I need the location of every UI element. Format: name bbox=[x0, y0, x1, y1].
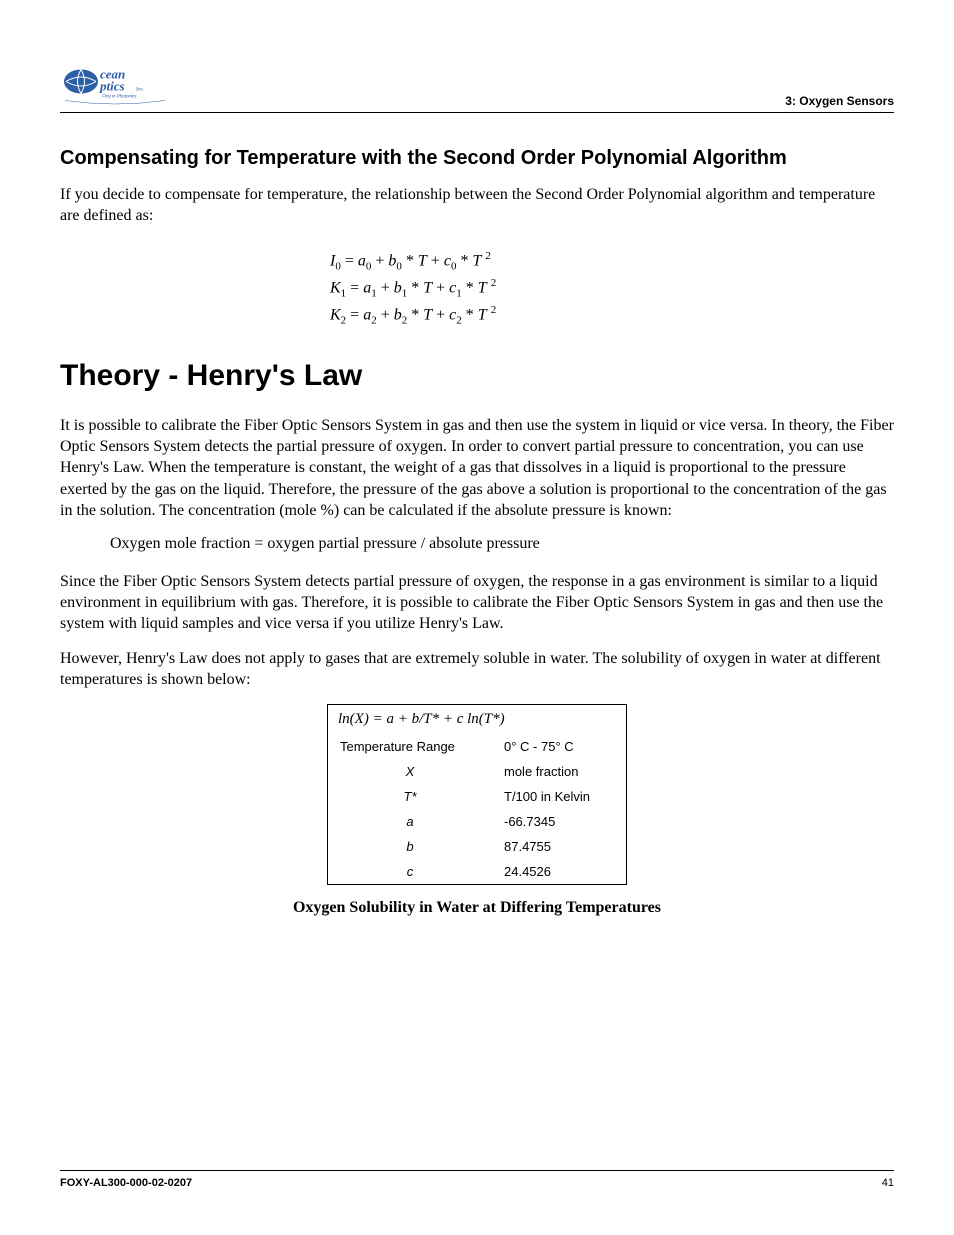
table-row: a -66.7345 bbox=[328, 809, 627, 834]
eq3-lhs-sub: 2 bbox=[341, 315, 347, 327]
table-row: b 87.4755 bbox=[328, 834, 627, 859]
table-value-cell: 24.4526 bbox=[492, 859, 627, 885]
table-label-cell: Temperature Range bbox=[328, 734, 493, 759]
eq3-b-sub: 2 bbox=[402, 315, 408, 327]
henrys-law-paragraph-1: It is possible to calibrate the Fiber Op… bbox=[60, 415, 894, 521]
table-caption: Oxygen Solubility in Water at Differing … bbox=[60, 899, 894, 917]
equation-line-3: K2 = a2 + b2 * T + c2 * T 2 bbox=[330, 302, 894, 329]
section1-intro-paragraph: If you decide to compensate for temperat… bbox=[60, 184, 894, 226]
eq1-b-sub: 0 bbox=[396, 261, 402, 273]
oxygen-solubility-table: ln(X) = a + b/T* + c ln(T*) Temperature … bbox=[327, 704, 627, 885]
table-value-cell: mole fraction bbox=[492, 759, 627, 784]
eq3-a-sub: 2 bbox=[371, 315, 377, 327]
eq1-lhs-sub: 0 bbox=[335, 261, 341, 273]
equation-line-2: K1 = a1 + b1 * T + c1 * T 2 bbox=[330, 275, 894, 302]
table-label-cell: X bbox=[328, 759, 493, 784]
henrys-law-paragraph-3: However, Henry's Law does not apply to g… bbox=[60, 648, 894, 690]
equation-line-1: I0 = a0 + b0 * T + c0 * T 2 bbox=[330, 248, 894, 275]
eq2-b-sub: 1 bbox=[402, 288, 408, 300]
header-section-label: 3: Oxygen Sensors bbox=[785, 94, 894, 108]
page-header: cean ptics Inc. First in Photonics 3: Ox… bbox=[60, 60, 894, 113]
brand-logo: cean ptics Inc. First in Photonics bbox=[60, 60, 170, 108]
eq1-c-sub: 0 bbox=[451, 261, 457, 273]
table-label-cell: b bbox=[328, 834, 493, 859]
eq2-lhs-var: K bbox=[330, 280, 341, 297]
table-row: c 24.4526 bbox=[328, 859, 627, 885]
table-row: T* T/100 in Kelvin bbox=[328, 784, 627, 809]
table-row: Temperature Range 0° C - 75° C bbox=[328, 734, 627, 759]
table-label-cell: T* bbox=[328, 784, 493, 809]
eq1-a-sub: 0 bbox=[366, 261, 372, 273]
logo-text-bottom: ptics bbox=[99, 79, 125, 94]
eq3-lhs-var: K bbox=[330, 307, 341, 324]
document-page: cean ptics Inc. First in Photonics 3: Ox… bbox=[0, 0, 954, 1235]
table-label-cell: a bbox=[328, 809, 493, 834]
table-row: X mole fraction bbox=[328, 759, 627, 784]
solubility-table-wrap: ln(X) = a + b/T* + c ln(T*) Temperature … bbox=[60, 704, 894, 885]
table-value-cell: 87.4755 bbox=[492, 834, 627, 859]
section-heading-henrys-law: Theory - Henry's Law bbox=[60, 359, 894, 393]
mole-fraction-formula: Oxygen mole fraction = oxygen partial pr… bbox=[110, 535, 894, 553]
table-formula-cell: ln(X) = a + b/T* + c ln(T*) bbox=[328, 705, 627, 735]
logo-tagline: First in Photonics bbox=[102, 94, 137, 99]
table-value-cell: 0° C - 75° C bbox=[492, 734, 627, 759]
eq3-c-sub: 2 bbox=[456, 315, 462, 327]
section-heading-temp-compensation: Compensating for Temperature with the Se… bbox=[60, 147, 894, 170]
svg-text:Inc.: Inc. bbox=[135, 87, 144, 93]
footer-page-number: 41 bbox=[882, 1177, 894, 1189]
eq2-lhs-sub: 1 bbox=[341, 288, 347, 300]
ocean-optics-logo-icon: cean ptics Inc. First in Photonics bbox=[60, 60, 170, 108]
table-label-cell: c bbox=[328, 859, 493, 885]
table-value-cell: T/100 in Kelvin bbox=[492, 784, 627, 809]
eq2-a-sub: 1 bbox=[371, 288, 377, 300]
table-formula-row: ln(X) = a + b/T* + c ln(T*) bbox=[328, 705, 627, 735]
eq2-c-sub: 1 bbox=[456, 288, 462, 300]
polynomial-equations-block: I0 = a0 + b0 * T + c0 * T 2 K1 = a1 + b1… bbox=[330, 248, 894, 329]
page-footer: FOXY-AL300-000-02-0207 41 bbox=[60, 1170, 894, 1189]
henrys-law-paragraph-2: Since the Fiber Optic Sensors System det… bbox=[60, 571, 894, 634]
footer-doc-number: FOXY-AL300-000-02-0207 bbox=[60, 1177, 192, 1189]
table-value-cell: -66.7345 bbox=[492, 809, 627, 834]
